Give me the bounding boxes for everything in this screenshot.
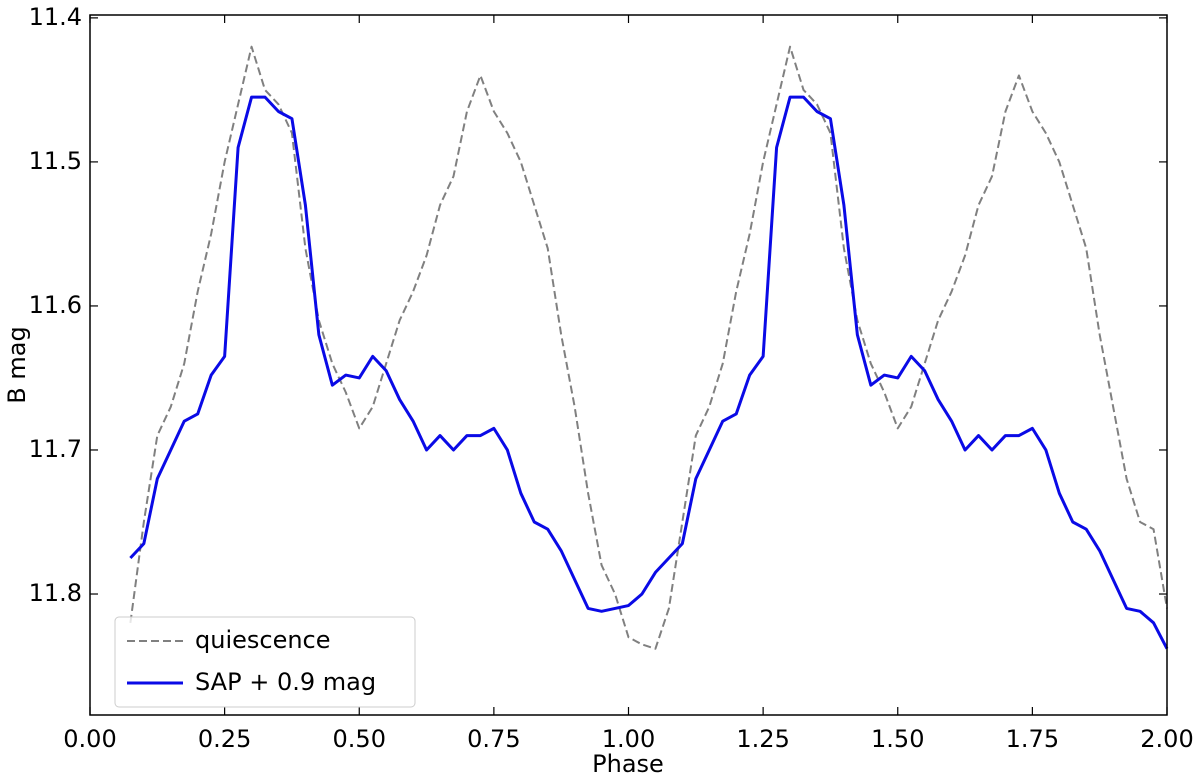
y-tick-label: 11.8: [29, 579, 82, 607]
legend-label: SAP + 0.9 mag: [195, 668, 376, 696]
x-tick-label: 0.00: [63, 725, 116, 753]
x-tick-label: 0.50: [333, 725, 386, 753]
y-tick-label: 11.7: [29, 435, 82, 463]
x-tick-label: 1.00: [602, 725, 655, 753]
x-tick-label: 1.25: [736, 725, 789, 753]
x-tick-label: 0.25: [198, 725, 251, 753]
data-line: [129, 45, 1168, 650]
x-tick-label: 2.00: [1140, 725, 1193, 753]
x-tick-label: 0.75: [467, 725, 520, 753]
y-tick-label: 11.5: [29, 147, 82, 175]
legend-box: [114, 616, 416, 708]
x-axis-label: Phase: [592, 750, 664, 778]
data-line: [129, 95, 1169, 650]
plot-frame: [89, 14, 1168, 716]
y-tick-label: 11.6: [29, 291, 82, 319]
y-axis-label: B mag: [3, 326, 31, 403]
x-tick-label: 1.50: [871, 725, 924, 753]
legend-label: quiescence: [195, 626, 331, 654]
y-tick-label: 11.4: [29, 3, 82, 31]
x-tick-label: 1.75: [1006, 725, 1059, 753]
